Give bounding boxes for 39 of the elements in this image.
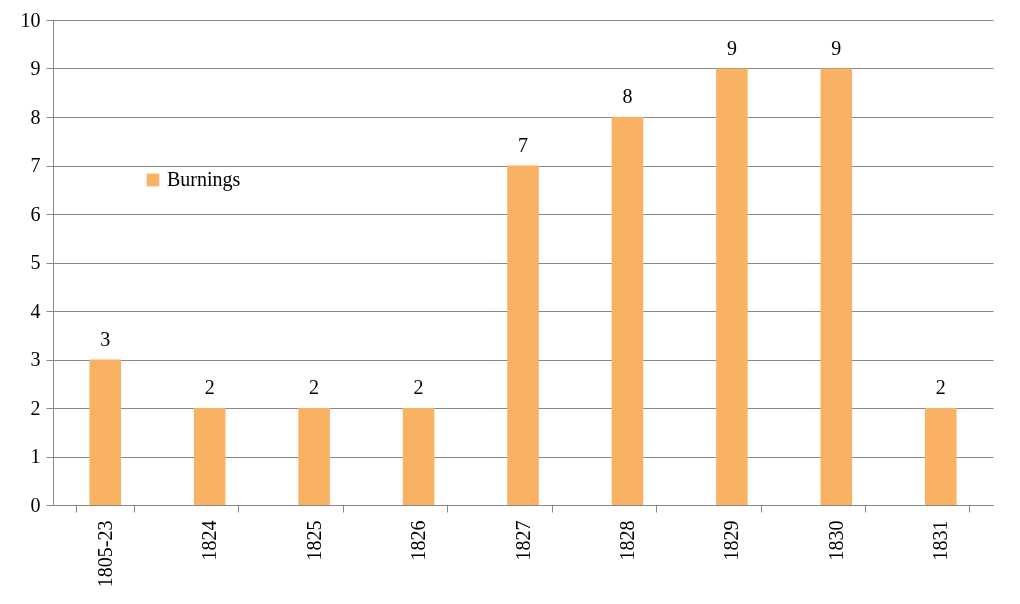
y-tick-label: 10 [20,8,41,31]
x-tick-label: 1831 [929,520,952,561]
data-label: 9 [831,36,842,59]
data-label: 8 [622,85,633,107]
data-label: 7 [518,133,528,156]
y-tick-label: 0 [30,493,41,516]
x-tick-label: 1830 [824,520,847,561]
bar [716,68,748,505]
data-label: 9 [726,36,737,59]
bar [193,408,226,505]
y-tick-label: 6 [30,202,41,225]
x-tick-label: 1824 [198,520,221,561]
data-label: 2 [935,376,946,398]
x-tick-label: 1827 [511,520,534,561]
y-tick-label: 2 [30,396,41,419]
x-tick-label: 1805-23 [93,520,116,588]
x-tick-label: 1826 [407,520,430,561]
x-tick-label: 1825 [302,520,325,561]
bar [402,408,435,505]
bar [924,408,957,505]
legend-label: Burnings [167,168,241,191]
y-tick-label: 8 [30,105,41,128]
y-tick-label: 3 [30,348,41,370]
bar [89,359,122,505]
x-tick-label: 1828 [615,520,638,561]
y-tick-label: 9 [30,57,41,79]
data-label: 2 [204,376,215,398]
y-tick-label: 4 [30,299,41,322]
y-tick-label: 1 [30,445,41,467]
bar [611,117,644,505]
y-tick-label: 7 [30,154,41,176]
y-tick-label: 5 [30,251,41,273]
x-tick-label: 1829 [720,520,743,561]
bar [820,68,853,505]
data-label: 3 [100,327,111,350]
data-label: 2 [309,376,320,398]
data-label: 2 [413,376,424,398]
bar [298,408,330,505]
bar [507,165,539,505]
